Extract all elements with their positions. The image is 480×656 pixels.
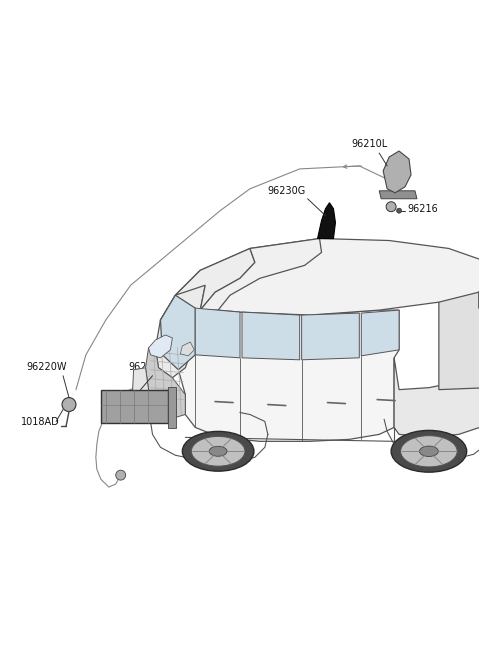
Polygon shape — [242, 312, 300, 359]
Polygon shape — [439, 262, 480, 390]
Polygon shape — [379, 191, 417, 199]
Circle shape — [116, 470, 126, 480]
Polygon shape — [318, 203, 336, 239]
Circle shape — [386, 202, 396, 212]
Ellipse shape — [192, 436, 245, 466]
Ellipse shape — [182, 432, 254, 471]
Polygon shape — [361, 310, 399, 356]
Polygon shape — [168, 386, 176, 428]
Ellipse shape — [391, 430, 467, 472]
Ellipse shape — [401, 436, 457, 467]
Text: 96216: 96216 — [407, 204, 438, 214]
Text: 1018AD: 1018AD — [21, 417, 60, 428]
Polygon shape — [200, 239, 322, 310]
Text: 96210L: 96210L — [351, 139, 388, 149]
Polygon shape — [394, 262, 480, 438]
Ellipse shape — [420, 446, 438, 457]
FancyBboxPatch shape — [101, 390, 168, 423]
Circle shape — [62, 398, 76, 411]
Polygon shape — [479, 278, 480, 310]
Polygon shape — [175, 239, 480, 315]
Circle shape — [396, 208, 402, 213]
Text: 96220W: 96220W — [26, 361, 67, 372]
Polygon shape — [160, 295, 195, 370]
Ellipse shape — [209, 446, 227, 457]
Polygon shape — [195, 308, 240, 358]
Polygon shape — [160, 295, 399, 441]
Polygon shape — [175, 249, 255, 310]
Polygon shape — [148, 335, 172, 358]
Polygon shape — [180, 342, 194, 356]
Polygon shape — [383, 151, 411, 193]
Polygon shape — [132, 368, 166, 421]
Polygon shape — [156, 270, 205, 378]
Polygon shape — [301, 313, 360, 359]
Text: 96240D: 96240D — [129, 361, 167, 372]
Polygon shape — [145, 348, 185, 417]
Text: 96230G: 96230G — [268, 186, 306, 195]
